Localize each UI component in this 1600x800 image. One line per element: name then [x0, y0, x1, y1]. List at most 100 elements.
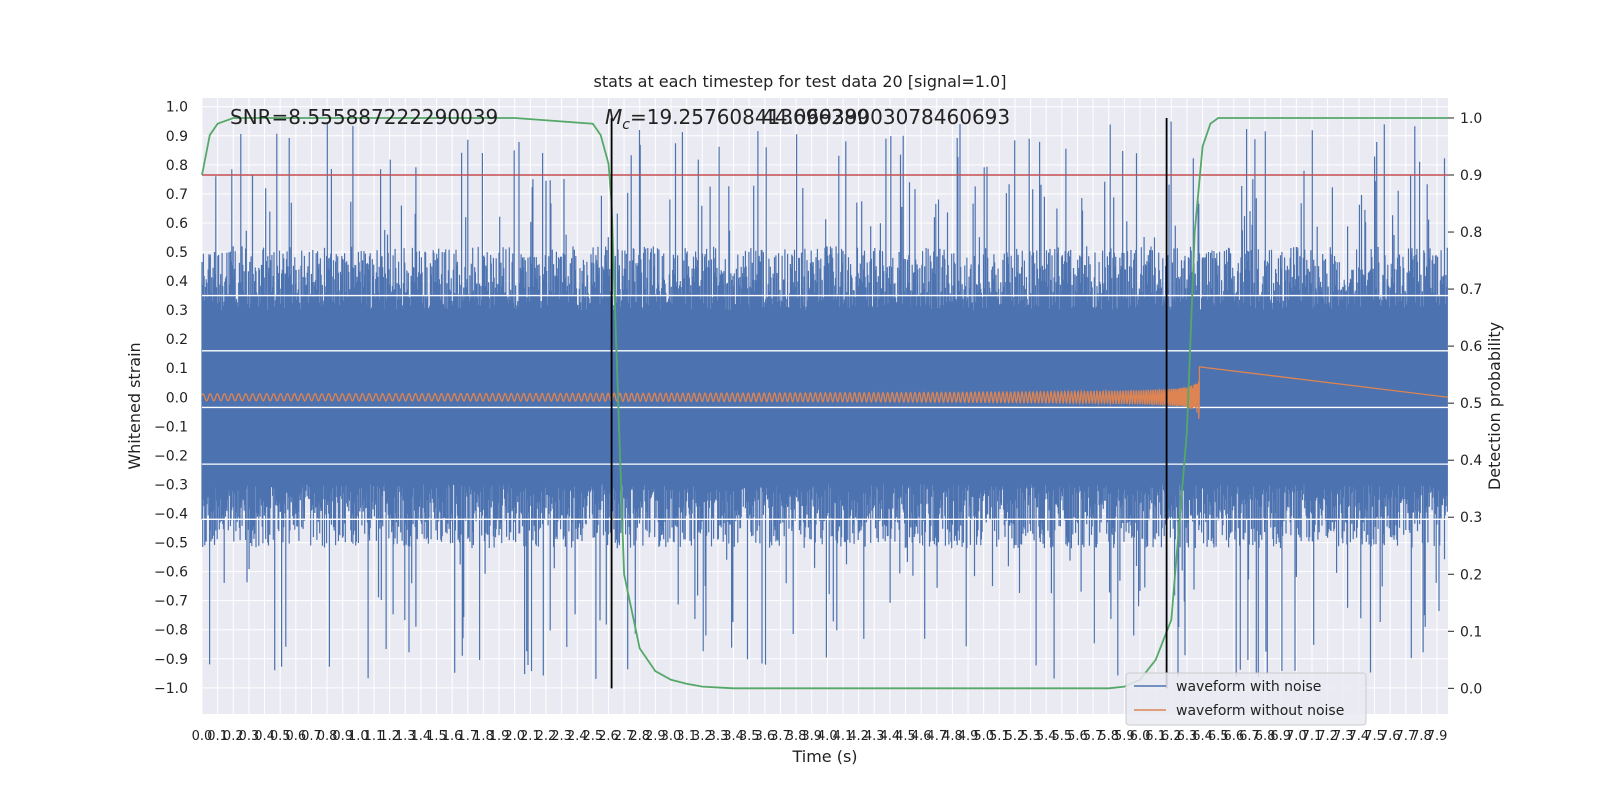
- y-right-tick-label: 0.4: [1460, 453, 1482, 469]
- mc-symbol: M: [605, 105, 622, 129]
- x-tick-label: 5.4: [1036, 729, 1057, 744]
- x-tick-label: 4.4: [880, 729, 901, 744]
- x-tick-label: 3.8: [786, 729, 807, 744]
- x-tick-label: 3.0: [661, 729, 682, 744]
- x-tick-label: 5.8: [1098, 729, 1119, 744]
- x-tick-label: 2.5: [582, 729, 603, 744]
- series-waveform-without-noise: [201, 366, 1449, 419]
- x-tick-label: 7.2: [1317, 729, 1338, 744]
- x-tick-label: 6.8: [1255, 729, 1276, 744]
- x-tick-label: 1.5: [426, 729, 447, 744]
- y-left-tick-label: −0.6: [154, 565, 188, 581]
- x-tick-label: 6.7: [1239, 729, 1260, 744]
- y-left-tick-label: 0.9: [166, 129, 188, 145]
- x-tick-label: 6.9: [1270, 729, 1291, 744]
- x-tick-label: 5.5: [1052, 729, 1073, 744]
- x-tick-label: 4.3: [864, 729, 885, 744]
- x-tick-label: 4.1: [833, 729, 854, 744]
- x-tick-label: 0.8: [317, 729, 338, 744]
- mc-subscript: c: [622, 117, 630, 133]
- x-tick-label: 3.2: [692, 729, 713, 744]
- x-tick-label: 5.1: [989, 729, 1010, 744]
- x-tick-label: 6.3: [1177, 729, 1198, 744]
- x-tick-label: 0.6: [285, 729, 306, 744]
- x-tick-label: 1.0: [348, 729, 369, 744]
- x-tick-label: 0.3: [239, 729, 260, 744]
- x-tick-label: 5.9: [1114, 729, 1135, 744]
- x-tick-label: 2.6: [598, 729, 619, 744]
- x-tick-label: 7.6: [1380, 729, 1401, 744]
- y-right-tick-label: 0.6: [1460, 339, 1482, 355]
- y-left-tick-label: −0.3: [154, 477, 188, 493]
- y-left-tick-label: 0.4: [166, 274, 188, 290]
- x-tick-label: 1.4: [411, 729, 432, 744]
- vertical-markers: [610, 117, 1168, 689]
- snr-annotation: SNR=8.555887222290039: [230, 105, 498, 129]
- chirp-series: [201, 366, 1449, 419]
- x-tick-label: 4.5: [895, 729, 916, 744]
- y-left-tick-label: 0.5: [166, 245, 188, 261]
- mc-overlap-annotation: 44.06939003078460693: [762, 105, 1010, 129]
- legend-label-clean: waveform without noise: [1176, 703, 1344, 719]
- x-tick-label: 2.4: [567, 729, 588, 744]
- white-reference-lines: [202, 294, 1448, 520]
- mc-annotation: Mc=19.257608413696289: [605, 105, 869, 133]
- x-tick-label: 2.2: [536, 729, 557, 744]
- y-left-tick-label: −0.1: [154, 419, 188, 435]
- legend-label-noise: waveform with noise: [1176, 679, 1321, 695]
- y-right-tick-label: 0.0: [1460, 681, 1482, 697]
- x-tick-label: 1.9: [489, 729, 510, 744]
- y-axis-right-label: Detection probability: [1485, 322, 1504, 490]
- y-left-tick-label: 0.1: [166, 361, 188, 377]
- axes: 0.00.10.20.30.40.50.60.70.80.91.01.11.21…: [154, 100, 1482, 744]
- x-tick-label: 2.0: [504, 729, 525, 744]
- x-tick-label: 6.4: [1192, 729, 1213, 744]
- y-left-tick-label: −0.7: [154, 594, 188, 610]
- chart-title: stats at each timestep for test data 20 …: [594, 72, 1007, 91]
- x-tick-label: 3.5: [739, 729, 760, 744]
- x-tick-label: 0.9: [332, 729, 353, 744]
- probability-series: [201, 117, 1448, 690]
- x-tick-label: 5.0: [973, 729, 994, 744]
- y-left-tick-label: 0.0: [166, 390, 188, 406]
- mc-value: =19.257608413696289: [630, 105, 869, 129]
- y-left-tick-label: −1.0: [154, 681, 188, 697]
- series-detection-probability: [201, 117, 1448, 690]
- x-tick-label: 4.8: [942, 729, 963, 744]
- x-tick-label: 2.1: [520, 729, 541, 744]
- y-left-tick-label: 1.0: [166, 100, 188, 116]
- legend: waveform with noise waveform without noi…: [1125, 672, 1367, 726]
- y-left-tick-label: −0.9: [154, 652, 188, 668]
- x-tick-label: 4.2: [848, 729, 869, 744]
- y-left-tick-label: −0.4: [154, 507, 188, 523]
- y-right-tick-label: 0.1: [1460, 624, 1482, 640]
- x-tick-label: 2.8: [629, 729, 650, 744]
- x-tick-label: 1.3: [395, 729, 416, 744]
- x-tick-label: 1.6: [442, 729, 463, 744]
- x-tick-label: 5.6: [1067, 729, 1088, 744]
- y-left-tick-label: 0.2: [166, 332, 188, 348]
- y-left-tick-label: −0.2: [154, 448, 188, 464]
- x-tick-label: 4.6: [911, 729, 932, 744]
- x-tick-label: 6.1: [1145, 729, 1166, 744]
- x-tick-label: 7.1: [1302, 729, 1323, 744]
- x-tick-label: 4.0: [817, 729, 838, 744]
- x-tick-label: 7.3: [1333, 729, 1354, 744]
- y-right-tick-label: 0.5: [1460, 396, 1482, 412]
- x-tick-label: 0.0: [192, 729, 213, 744]
- legend-box: [1125, 672, 1367, 726]
- x-tick-label: 0.5: [270, 729, 291, 744]
- x-tick-label: 3.3: [708, 729, 729, 744]
- x-tick-label: 3.7: [770, 729, 791, 744]
- x-tick-label: 1.1: [364, 729, 385, 744]
- x-tick-label: 3.1: [676, 729, 697, 744]
- x-tick-label: 7.5: [1364, 729, 1385, 744]
- x-tick-label: 4.9: [958, 729, 979, 744]
- x-tick-label: 0.1: [207, 729, 228, 744]
- x-tick-label: 7.9: [1427, 729, 1448, 744]
- y-right-tick-label: 0.2: [1460, 567, 1482, 583]
- y-right-tick-label: 0.8: [1460, 225, 1482, 241]
- y-left-tick-label: −0.8: [154, 623, 188, 639]
- x-tick-label: 1.8: [473, 729, 494, 744]
- x-tick-label: 3.6: [754, 729, 775, 744]
